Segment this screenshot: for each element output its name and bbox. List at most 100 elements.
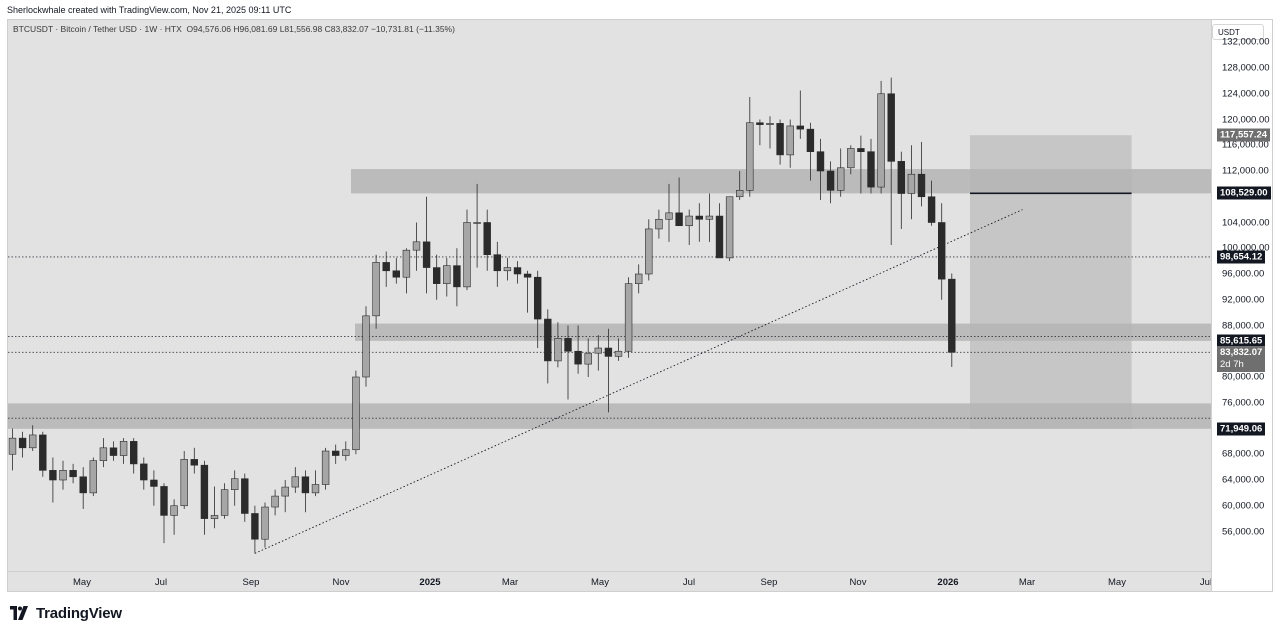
- candle: [513, 261, 522, 284]
- candle-body: [150, 479, 158, 487]
- plot-area[interactable]: BTCUSDT · Bitcoin / Tether USD · 1W · HT…: [8, 20, 1211, 571]
- candle-body: [655, 218, 663, 230]
- price-tick: 88,000.00: [1222, 320, 1265, 331]
- time-tick: Sep: [242, 577, 260, 588]
- candle-body: [533, 276, 542, 320]
- time-axis[interactable]: May Jul Sep Nov 2025 Mar May Jul Sep Nov 2026 Mar Ma…: [8, 571, 1212, 591]
- candle: [130, 438, 138, 474]
- time-tick: Sep: [760, 577, 778, 588]
- candle-body: [342, 449, 350, 456]
- candle: [685, 209, 693, 246]
- candle: [251, 505, 259, 554]
- candle: [554, 322, 562, 368]
- candle: [301, 470, 310, 513]
- chart-frame[interactable]: BTCUSDT · Bitcoin / Tether USD · 1W · HT…: [7, 19, 1273, 592]
- candle: [443, 257, 451, 297]
- price-tick: 64,000.00: [1222, 474, 1265, 486]
- candle: [715, 203, 724, 259]
- candle-body: [8, 437, 17, 455]
- candle-body: [897, 161, 906, 194]
- candle-body: [140, 463, 148, 481]
- candle-body: [422, 241, 431, 268]
- candle-body: [281, 486, 289, 497]
- candle-body: [130, 441, 138, 465]
- candle-body: [89, 460, 98, 494]
- legend-low-label: L: [279, 24, 285, 34]
- tradingview-logo-text: TradingView: [36, 604, 122, 622]
- candle-body: [756, 122, 764, 125]
- price-axis[interactable]: USDT 132,000.00 128,000.00 124,000.00 120,0…: [1211, 20, 1272, 591]
- candle: [735, 171, 744, 200]
- candle-body: [352, 376, 360, 451]
- candle: [160, 483, 168, 544]
- candle: [220, 483, 229, 519]
- candle-body: [523, 273, 532, 278]
- candle-body: [614, 350, 623, 357]
- candle-body: [927, 196, 936, 223]
- currency-selector[interactable]: USDT: [1212, 24, 1264, 40]
- candle-body: [402, 249, 411, 278]
- candle: [271, 489, 279, 516]
- candle-body: [806, 128, 815, 152]
- candle: [69, 463, 77, 484]
- candle: [836, 148, 845, 197]
- last-price-value: 83,832.07: [1220, 346, 1263, 358]
- time-tick: May: [591, 577, 609, 588]
- candle-body: [907, 173, 916, 194]
- candle: [59, 460, 67, 490]
- time-tick: Jul: [682, 577, 696, 588]
- symbol-legend: BTCUSDT · Bitcoin / Tether USD · 1W · HT…: [13, 24, 455, 34]
- candle-body: [816, 151, 825, 172]
- candle: [231, 470, 239, 506]
- candle: [746, 96, 754, 197]
- candle-body: [392, 270, 400, 278]
- candle: [867, 138, 875, 194]
- candle: [756, 119, 764, 146]
- candle: [79, 467, 87, 509]
- candle-body: [180, 459, 188, 507]
- legend-symbol: BTCUSDT · Bitcoin / Tether USD · 1W · HT…: [13, 24, 182, 34]
- candle-body: [554, 338, 562, 362]
- candle: [877, 80, 885, 194]
- candle: [907, 145, 916, 220]
- candle: [432, 254, 441, 300]
- candle-body: [594, 347, 603, 354]
- candle-body: [493, 254, 501, 272]
- candle: [574, 325, 582, 374]
- candle-body: [776, 123, 784, 156]
- candle-body: [836, 167, 845, 191]
- candle: [665, 183, 673, 242]
- candle: [402, 248, 411, 294]
- candle: [362, 306, 370, 387]
- candle: [826, 161, 835, 204]
- candle-body: [291, 476, 299, 488]
- candle: [695, 203, 704, 242]
- candle-body: [574, 350, 582, 365]
- candle-body: [685, 215, 693, 227]
- legend-high-label: H: [233, 24, 240, 34]
- candle-body: [715, 215, 724, 259]
- candle: [89, 457, 98, 497]
- candle-body: [170, 505, 178, 516]
- legend-open: 94,576.06: [193, 24, 231, 34]
- candle-body: [513, 267, 522, 275]
- legend-change: −10,731.81 (−11.35%): [370, 24, 455, 34]
- candle: [28, 425, 37, 452]
- candle-body: [604, 347, 613, 357]
- candlestick-chart[interactable]: [8, 20, 1211, 571]
- candle-body: [241, 478, 249, 514]
- candle: [594, 335, 603, 371]
- candle: [412, 222, 421, 271]
- candle: [533, 270, 542, 349]
- price-tick: 104,000.00: [1222, 217, 1270, 228]
- candle: [725, 196, 734, 262]
- price-tick: 120,000.00: [1222, 114, 1270, 125]
- candle-body: [49, 470, 57, 481]
- candle: [786, 119, 794, 168]
- legend-open-label: O: [186, 24, 194, 34]
- candle-body: [826, 170, 835, 191]
- candle: [483, 209, 491, 271]
- price-tick: 112,000.00: [1222, 165, 1269, 177]
- candle: [342, 441, 350, 461]
- candle: [372, 254, 380, 329]
